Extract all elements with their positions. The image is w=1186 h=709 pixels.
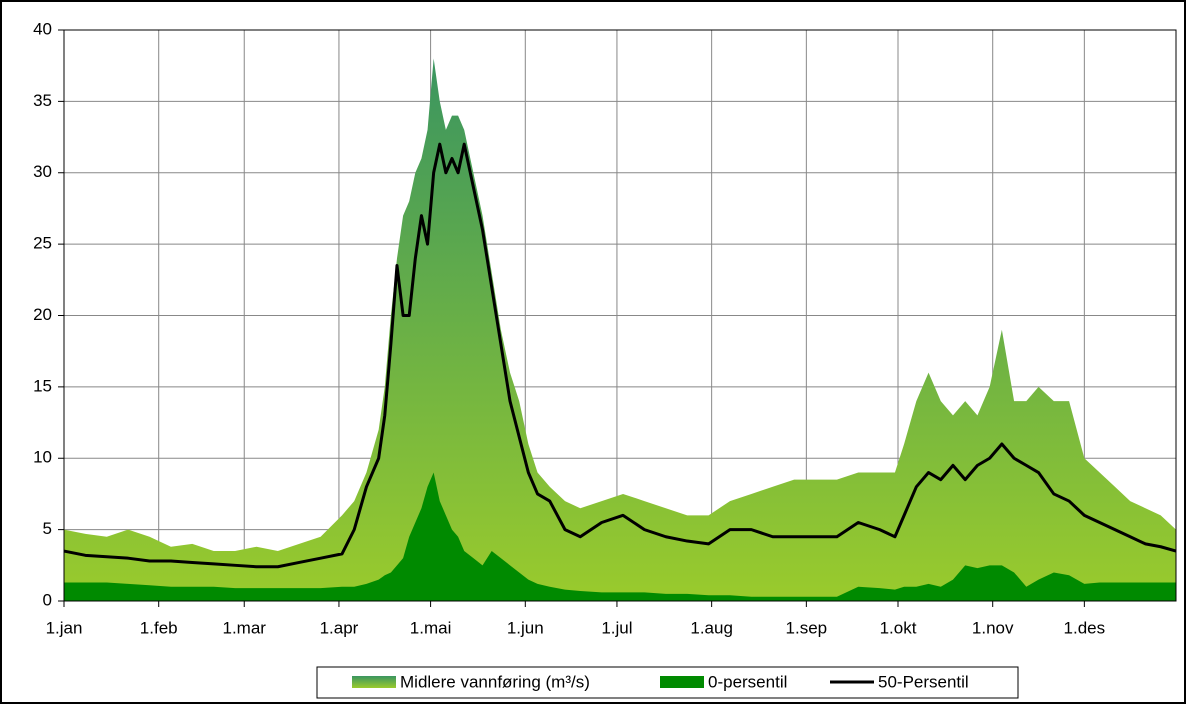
legend-label: 50-Persentil bbox=[878, 672, 969, 691]
x-tick-label: 1.mai bbox=[410, 618, 452, 637]
x-tick-label: 1.nov bbox=[972, 618, 1014, 637]
area bbox=[64, 472, 1176, 601]
legend-label: Midlere vannføring (m³/s) bbox=[400, 672, 590, 691]
y-tick-label: 20 bbox=[33, 305, 52, 324]
x-tick-label: 1.jul bbox=[601, 618, 632, 637]
y-tick-label: 15 bbox=[33, 376, 52, 395]
y-tick-label: 5 bbox=[43, 519, 52, 538]
x-tick-label: 1.feb bbox=[140, 618, 178, 637]
area bbox=[64, 58, 1176, 602]
y-tick-label: 30 bbox=[33, 162, 52, 181]
legend-swatch bbox=[352, 676, 396, 688]
median-line bbox=[63, 142, 1177, 569]
x-tick-label: 1.aug bbox=[690, 618, 733, 637]
legend-label: 0-persentil bbox=[708, 672, 787, 691]
y-tick-label: 25 bbox=[33, 234, 52, 253]
x-tick-label: 1.mar bbox=[223, 618, 267, 637]
x-tick-label: 1.okt bbox=[880, 618, 917, 637]
x-tick-label: 1.jun bbox=[507, 618, 544, 637]
x-tick-label: 1.sep bbox=[786, 618, 828, 637]
y-tick-label: 0 bbox=[43, 590, 52, 609]
x-tick-label: 1.jan bbox=[46, 618, 83, 637]
x-tick-label: 1.des bbox=[1064, 618, 1106, 637]
y-tick-label: 10 bbox=[33, 448, 52, 467]
legend-swatch bbox=[660, 676, 704, 688]
y-tick-label: 35 bbox=[33, 91, 52, 110]
y-tick-label: 40 bbox=[33, 19, 52, 38]
x-tick-label: 1.apr bbox=[320, 618, 359, 637]
